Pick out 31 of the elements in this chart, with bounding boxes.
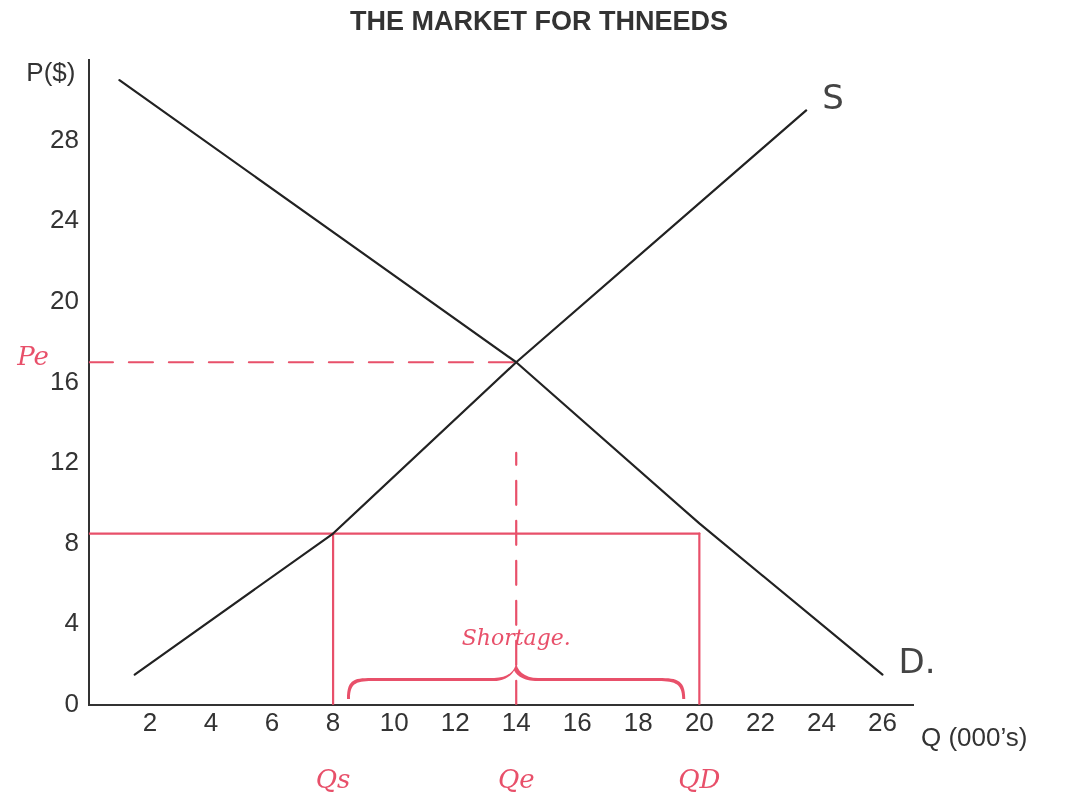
x-tick-label: 6 bbox=[264, 706, 280, 737]
chart-title: THE MARKET FOR THNEEDS bbox=[349, 6, 729, 37]
x-tick-label: 12 bbox=[440, 706, 470, 737]
y-tick-label: 16 bbox=[50, 365, 79, 396]
series-label: Pe bbox=[16, 341, 49, 371]
x-tick-label: 4 bbox=[203, 706, 219, 737]
x-tick-label: 10 bbox=[379, 706, 409, 737]
y-tick-label: 28 bbox=[50, 123, 79, 154]
series-label: S bbox=[822, 77, 844, 118]
x-tick-label: 22 bbox=[745, 706, 775, 737]
y-tick-label: 4 bbox=[64, 607, 79, 638]
y-tick-label: 24 bbox=[50, 204, 79, 235]
text: Qe bbox=[497, 763, 535, 794]
x-tick-label: 20 bbox=[684, 706, 714, 737]
y-axis-title: P($) bbox=[26, 57, 76, 88]
series-label: D. bbox=[898, 641, 936, 682]
y-tick-label: 8 bbox=[64, 526, 79, 557]
text: QD bbox=[678, 763, 721, 794]
y-tick-label: 0 bbox=[64, 687, 79, 718]
x-tick-label: 16 bbox=[562, 706, 592, 737]
annotation: Shortage. bbox=[461, 624, 571, 650]
x-tick-label: 24 bbox=[806, 706, 836, 737]
text: Qs bbox=[315, 763, 351, 794]
x-tick-label: 26 bbox=[868, 706, 897, 737]
y-tick-label: 12 bbox=[50, 446, 79, 477]
x-tick-label: 18 bbox=[623, 706, 653, 737]
x-tick-label: 14 bbox=[501, 706, 531, 737]
y-tick-label: 20 bbox=[50, 284, 79, 315]
x-tick-label: 8 bbox=[325, 706, 341, 737]
x-tick-label: 2 bbox=[142, 706, 158, 737]
x-axis-title: Q (000’s) bbox=[921, 721, 1028, 752]
